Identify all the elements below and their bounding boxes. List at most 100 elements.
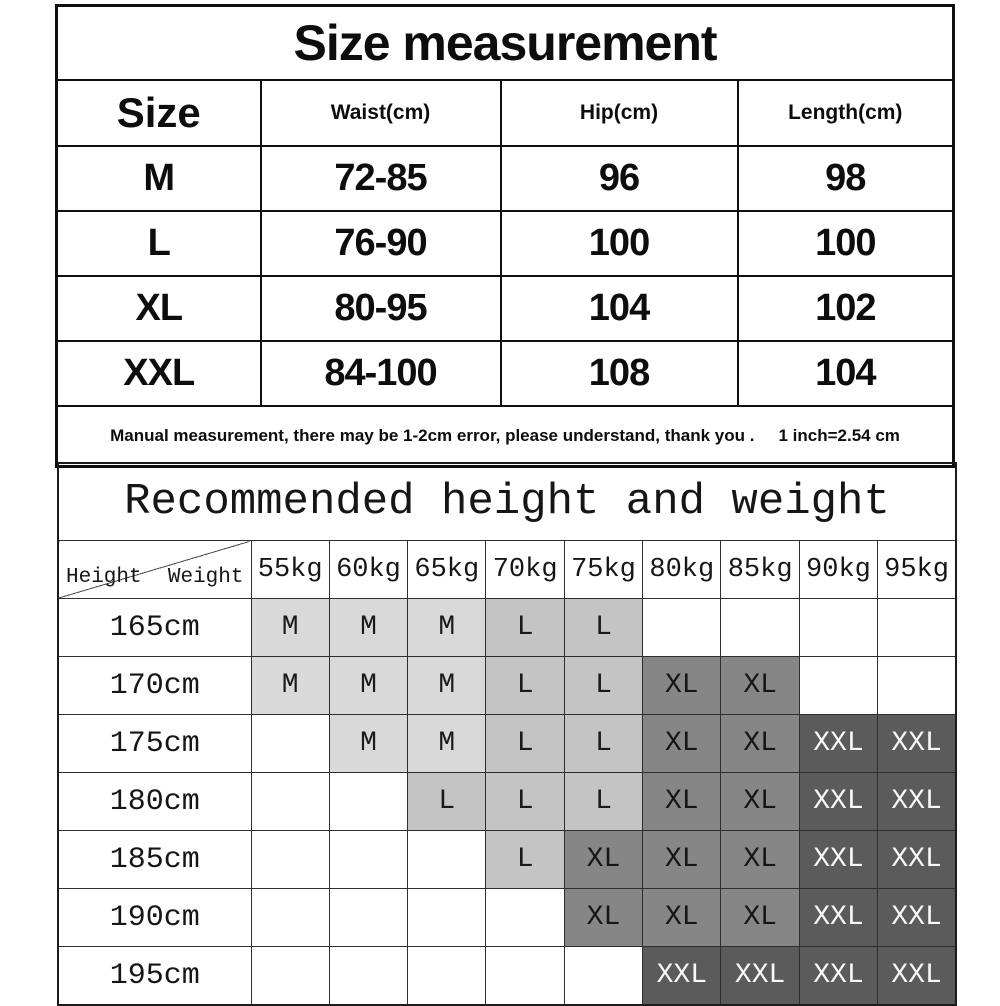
hw-cell: XL [720, 714, 800, 773]
column-header-waist: Waist(cm) [259, 79, 502, 147]
hw-cell [328, 830, 409, 889]
hw-cell [877, 598, 957, 657]
hw-cell [407, 946, 487, 1006]
waist-value: 72-85 [259, 145, 502, 212]
note-text: Manual measurement, there may be 1-2cm e… [110, 426, 755, 445]
weight-header-80kg: 80kg [642, 540, 722, 599]
hw-cell [485, 888, 565, 947]
waist-value: 80-95 [259, 275, 502, 342]
length-value: 102 [736, 275, 955, 342]
hw-cell: XXL [877, 946, 957, 1006]
hw-cell [877, 656, 957, 715]
hw-row-195cm: 195cm XXL XXL XXL XXL [57, 946, 957, 1006]
hw-row-190cm: 190cm XL XL XL XXL XXL [57, 888, 957, 947]
hip-value: 100 [499, 210, 739, 277]
hw-cell: XL [642, 830, 722, 889]
column-header-length: Length(cm) [736, 79, 955, 147]
hw-cell: L [485, 830, 565, 889]
hw-cell: L [563, 772, 644, 831]
hw-cell: XXL [720, 946, 800, 1006]
height-weight-table: Recommended height and weight Height Wei… [57, 462, 957, 1006]
hw-cell: XXL [798, 714, 879, 773]
weight-axis-label: Weight [167, 566, 244, 589]
hw-cell: XL [720, 830, 800, 889]
length-value: 104 [736, 340, 955, 407]
hw-cell: XL [642, 772, 722, 831]
hw-cell [407, 830, 487, 889]
hw-cell [485, 946, 565, 1006]
hw-cell: L [485, 772, 565, 831]
hw-row-175cm: 175cm M M L L XL XL XXL XXL [57, 714, 957, 773]
hw-cell: XXL [798, 830, 879, 889]
height-label: 175cm [57, 714, 252, 773]
hw-cell [250, 830, 330, 889]
conversion-text: 1 inch=2.54 cm [778, 426, 900, 445]
hw-cell: M [250, 656, 330, 715]
hw-cell: L [485, 714, 565, 773]
hw-row-165cm: 165cm M M M L L [57, 598, 957, 657]
length-value: 98 [736, 145, 955, 212]
hw-cell [720, 598, 800, 657]
size-row-xl: XL 80-95 104 102 [55, 275, 955, 342]
hw-cell: XXL [877, 772, 957, 831]
size-measurement-table: Size measurement Size Waist(cm) Hip(cm) … [55, 4, 956, 468]
hw-cell: XL [563, 830, 644, 889]
hw-cell: XXL [877, 888, 957, 947]
hw-cell: XL [642, 888, 722, 947]
weight-header-65kg: 65kg [407, 540, 487, 599]
hw-cell [250, 714, 330, 773]
hw-cell [250, 946, 330, 1006]
hw-cell [642, 598, 722, 657]
hw-cell: XL [720, 772, 800, 831]
hw-cell [798, 598, 879, 657]
hw-cell [328, 888, 409, 947]
hip-value: 104 [499, 275, 739, 342]
hw-cell: L [563, 714, 644, 773]
size-table-header-row: Size Waist(cm) Hip(cm) Length(cm) [55, 79, 955, 147]
hw-cell [250, 888, 330, 947]
length-value: 100 [736, 210, 955, 277]
hw-cell: XL [563, 888, 644, 947]
weight-header-95kg: 95kg [877, 540, 957, 599]
hip-value: 108 [499, 340, 739, 407]
size-table-title-row: Size measurement [55, 4, 955, 81]
weight-header-70kg: 70kg [485, 540, 565, 599]
hw-cell [563, 946, 644, 1006]
hw-cell [328, 946, 409, 1006]
height-label: 195cm [57, 946, 252, 1006]
hw-cell: L [485, 598, 565, 657]
height-label: 180cm [57, 772, 252, 831]
height-label: 170cm [57, 656, 252, 715]
hw-header-row: Height Weight 55kg 60kg 65kg 70kg 75kg 8… [57, 540, 957, 599]
height-axis-label: Height [66, 566, 142, 589]
hw-cell: L [563, 598, 644, 657]
hw-cell: XL [720, 656, 800, 715]
hw-cell [328, 772, 409, 831]
hw-table-title: Recommended height and weight [57, 462, 957, 541]
hw-cell: M [328, 656, 409, 715]
hw-cell [250, 772, 330, 831]
size-label: XL [55, 275, 262, 342]
height-label: 190cm [57, 888, 252, 947]
hw-row-170cm: 170cm M M M L L XL XL [57, 656, 957, 715]
waist-value: 84-100 [259, 340, 502, 407]
hw-cell: XL [642, 656, 722, 715]
hw-cell: XXL [798, 888, 879, 947]
hw-cell: L [407, 772, 487, 831]
hw-cell: XL [720, 888, 800, 947]
hw-cell: XXL [798, 772, 879, 831]
hw-cell: XL [642, 714, 722, 773]
size-table-title: Size measurement [55, 4, 955, 81]
size-table-note-row: Manual measurement, there may be 1-2cm e… [55, 405, 955, 468]
hip-value: 96 [499, 145, 739, 212]
weight-header-60kg: 60kg [328, 540, 409, 599]
weight-header-85kg: 85kg [720, 540, 800, 599]
weight-header-90kg: 90kg [798, 540, 879, 599]
hw-title-row: Recommended height and weight [57, 462, 957, 541]
size-label: XXL [55, 340, 262, 407]
hw-cell: M [407, 598, 487, 657]
hw-cell: M [250, 598, 330, 657]
size-row-m: M 72-85 96 98 [55, 145, 955, 212]
measurement-note: Manual measurement, there may be 1-2cm e… [55, 405, 955, 468]
size-label: M [55, 145, 262, 212]
